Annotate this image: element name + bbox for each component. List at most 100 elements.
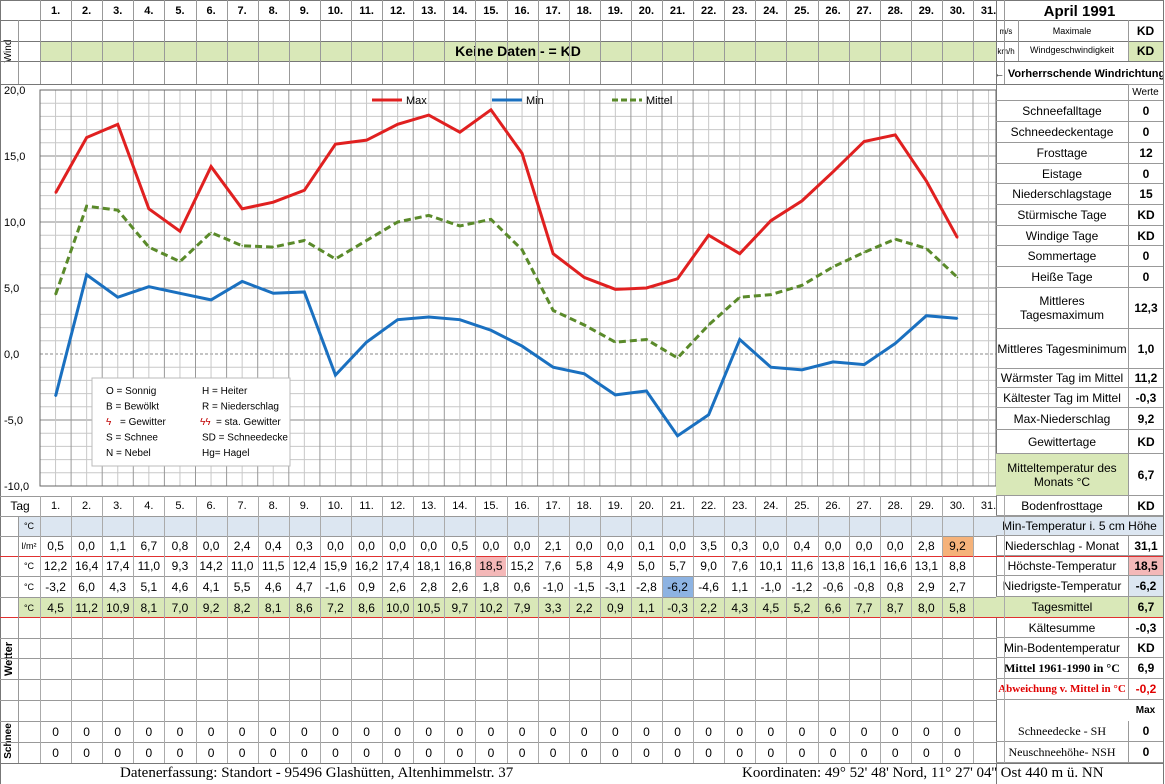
snow-cell: 0 [363,724,370,739]
snow-cell: 0 [425,745,433,760]
series-max-line [54,107,959,291]
table-cell: 2,2 [575,600,593,615]
grid-line [630,0,632,84]
snow-cell: 0 [705,724,712,739]
grid-line [973,496,974,763]
grid-line [444,0,446,84]
stat-label: Stürmische Tage [996,205,1128,226]
day-header: 29. [918,5,934,17]
table-cell: 15,2 [510,559,534,573]
grid-line [848,0,850,84]
series-min-point [801,369,803,371]
table-cell: 0,0 [389,539,406,553]
temperature-chart: 20,0 15,0 10,0 5,0 0,0 -5,0 -10,0 Max Min Mittel O… [4,85,996,492]
snow-cell: 0 [923,745,930,760]
snow-cell: 0 [705,745,712,760]
grid-line [910,496,912,763]
legend-label: Min [526,95,544,107]
series-mittel-point [272,246,275,248]
series-mittel-point [148,246,150,248]
legend-entry: N = Nebel [106,448,151,459]
plot-frame [39,89,996,487]
grid-line [0,658,996,659]
grid-line [382,496,384,763]
table-cell: 5,8 [949,600,966,615]
extra-label: Kältesumme [996,618,1128,638]
thunderstorm-icon: ϟ [106,417,112,428]
table-cell: 9,2 [202,600,220,615]
table-cell: 6,7 [140,539,158,553]
grid-line [1128,84,1129,100]
stat-label: Sommertage [996,246,1128,267]
y-tick-label: -10,0 [4,481,29,492]
snow-value: 0 [1128,721,1163,742]
snow-cell: 0 [829,724,837,739]
table-cell: 6,0 [78,579,95,594]
snow-label: Neuschneehöhe- NSH [996,742,1128,763]
grid-line [0,638,996,639]
snow-cell: 0 [829,745,837,760]
table-cell: 12,4 [292,559,317,573]
snow-cell: 0 [860,745,868,760]
table-cell: -4,6 [698,579,719,594]
series-mittel-point [552,309,554,312]
day-header: 20. [638,5,655,17]
series-min-point [54,395,57,398]
snow-cell: 0 [518,745,526,760]
stat-label: Mitteltemperatur des Monats °C [996,454,1128,496]
day-header: 24. [763,5,779,17]
table-cell: 16,8 [448,559,472,573]
table-cell: 13,8 [821,559,845,573]
series-max-point [552,252,554,255]
legend-label: Mittel [646,95,672,107]
day-header: 22. [700,5,717,17]
table-cell: 0,1 [638,539,655,553]
row-label: Min-Temperatur i. 5 cm Höhe [996,516,1163,536]
table-cell: -3,1 [605,579,626,594]
snow-cell: 0 [798,745,806,760]
day-header: 2. [82,500,92,512]
stat-label: Mittleres Tagesminimum [996,329,1128,369]
grid-line [941,496,943,763]
stat-label: Schneefalltage [996,100,1128,122]
grid-line [817,0,819,84]
row-unit: °C [23,561,35,571]
day-header: 16. [514,500,530,512]
table-cell: 9,0 [700,559,717,573]
series-min-point [614,394,617,396]
grid-line [599,0,601,84]
series-max-point [832,171,834,173]
grid-line [288,496,290,763]
table-cell: 16,4 [74,559,99,573]
series-max-point [148,208,150,210]
day-header: 7. [237,5,247,17]
table-cell: 16,2 [354,559,379,573]
series-max-point [116,123,119,126]
extra-value: -0,2 [1128,679,1163,700]
series-min-point [676,435,679,437]
snow-cell: 0 [860,724,868,739]
series-max-point [490,109,492,111]
series-mittel-point [85,205,88,207]
snow-cell: 0 [891,724,899,739]
series-max-point [272,201,275,203]
table-cell: 6,6 [824,600,842,615]
snow-cell: 0 [207,745,215,760]
table-cell: 2,7 [949,579,966,594]
snow-cell: 0 [487,724,495,739]
series-mittel-point [490,218,492,221]
werte-label: Werte [1132,86,1159,98]
max-wind-label: Maximale Windgeschwindigkeit [1029,26,1115,55]
stat-value: 0 [1128,100,1163,122]
snow-cell: 0 [363,745,370,760]
series-max-point [396,123,399,126]
stat-value: 0 [1128,164,1163,184]
extra-value: 6,9 [1128,658,1163,679]
snow-cell: 0 [612,724,619,739]
no-data-band [40,41,996,61]
table-cell: 2,6 [389,579,406,594]
table-cell: -6,2 [662,576,694,597]
grid-line [996,0,997,784]
series-max-point [54,192,57,194]
series-min-point [552,366,554,369]
